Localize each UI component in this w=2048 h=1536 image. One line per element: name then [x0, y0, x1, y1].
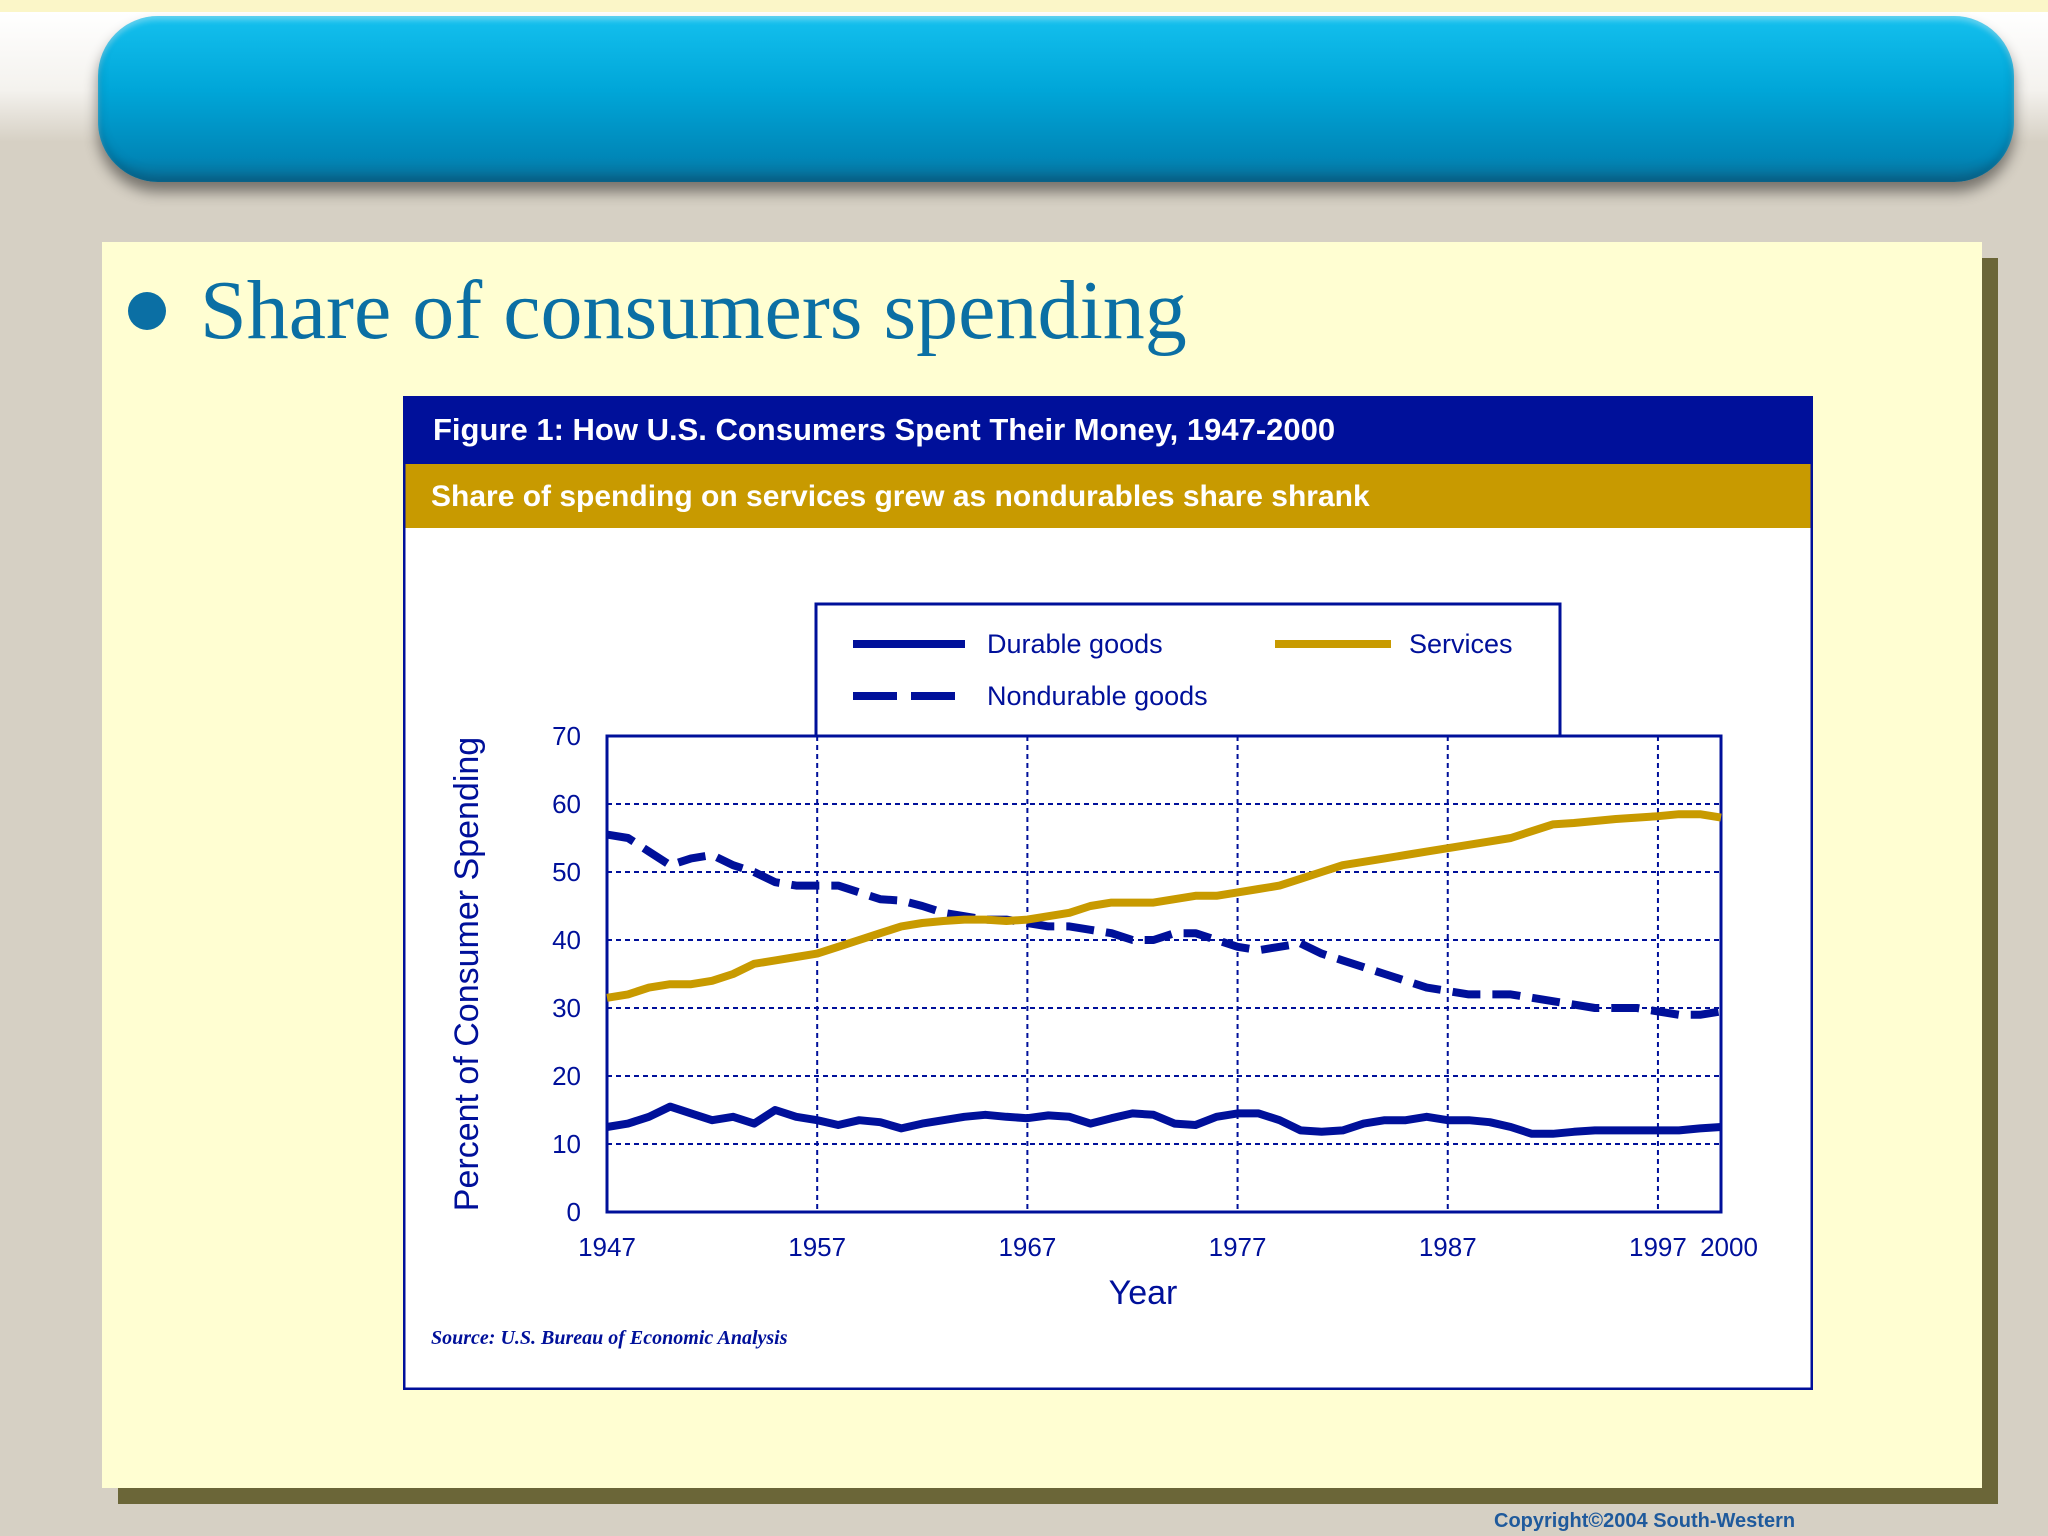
y-axis-ticks: 0 10 20 30 40 50 60 70	[552, 721, 581, 1227]
y-tick-label: 30	[552, 993, 581, 1023]
legend-label-durable: Durable goods	[987, 629, 1163, 659]
legend-box	[814, 602, 1562, 738]
x-axis-ticks: 1947 1957 1967 1977 1987 1997 2000	[578, 1232, 1758, 1262]
series-line-durable-goods	[606, 1102, 1722, 1138]
copyright-text: Copyright©2004 South-Western	[1494, 1510, 1796, 1532]
x-tick-label: 1987	[1419, 1232, 1477, 1262]
bullet-icon	[128, 292, 166, 330]
figure-heading: Figure 1: How U.S. Consumers Spent Their…	[433, 412, 1335, 447]
figure-source: Source: U.S. Bureau of Economic Analysis	[431, 1327, 788, 1349]
x-tick-label: 1957	[788, 1232, 846, 1262]
y-axis-title: Percent of Consumer Spending	[448, 737, 486, 1211]
x-tick-label: 1947	[578, 1232, 636, 1262]
figure-chart: Figure 1: How U.S. Consumers Spent Their…	[403, 396, 1813, 1390]
x-axis-title: Year	[1109, 1274, 1178, 1312]
y-tick-label: 60	[552, 789, 581, 819]
figure-heading-bar	[405, 398, 1811, 464]
chart-series	[606, 810, 1722, 1138]
y-tick-label: 20	[552, 1061, 581, 1091]
slide-title: Share of consumers spending	[200, 264, 1187, 357]
y-tick-label: 0	[567, 1197, 581, 1227]
x-tick-label: 2000	[1700, 1232, 1758, 1262]
y-tick-label: 10	[552, 1129, 581, 1159]
x-tick-label: 1977	[1209, 1232, 1267, 1262]
x-tick-label: 1997	[1629, 1232, 1687, 1262]
y-tick-label: 50	[552, 857, 581, 887]
legend-label-nondurable: Nondurable goods	[987, 681, 1208, 711]
slide-title-bar	[98, 16, 2014, 182]
figure-subheading: Share of spending on services grew as no…	[431, 480, 1370, 513]
legend-label-services: Services	[1409, 629, 1513, 659]
chart-grid	[607, 736, 1721, 1212]
plot-frame	[605, 734, 1723, 1214]
figure-border	[403, 396, 1813, 1390]
y-tick-label: 40	[552, 925, 581, 955]
top-strip	[0, 0, 2048, 12]
figure-subheading-bar	[405, 464, 1811, 528]
y-tick-label: 70	[552, 721, 581, 751]
figure: Figure 1: How U.S. Consumers Spent Their…	[403, 396, 1813, 1390]
series-line-services	[606, 810, 1722, 1002]
x-tick-label: 1967	[998, 1232, 1056, 1262]
series-line-nondurable-goods	[606, 830, 1722, 1019]
